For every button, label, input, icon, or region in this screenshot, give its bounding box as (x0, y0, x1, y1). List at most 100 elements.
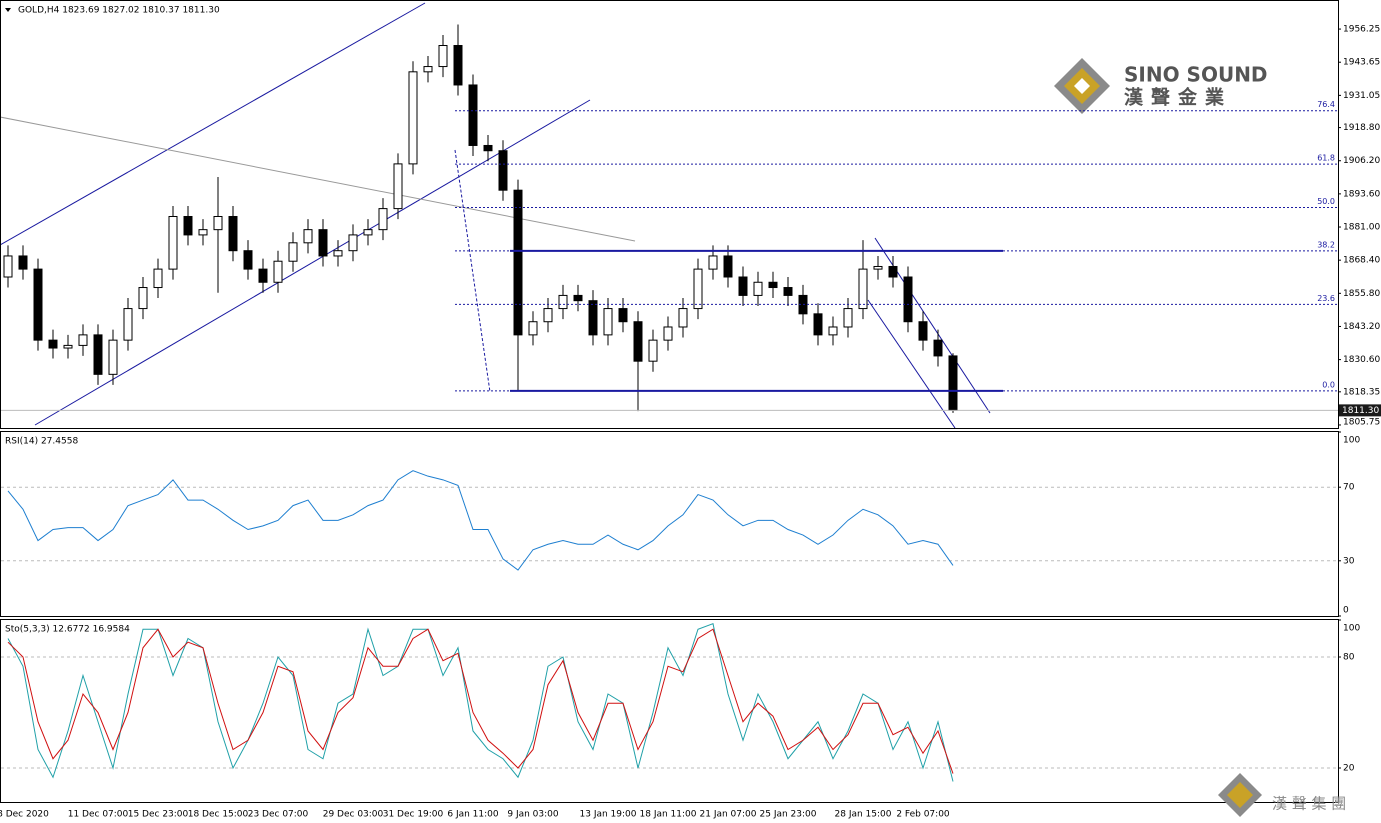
candle-body (363, 229, 373, 236)
candle-body (888, 265, 898, 278)
candle-body (138, 287, 148, 310)
fib-label: 23.6 (1317, 294, 1335, 303)
candle-body (333, 250, 343, 257)
candle-body (423, 66, 433, 73)
candle-body (243, 250, 253, 270)
candle-body (588, 300, 598, 336)
x-tick-label: 2 Feb 07:00 (896, 810, 950, 820)
candle-body (438, 45, 448, 68)
candle-body (498, 150, 508, 191)
x-tick-label: 18 Jan 11:00 (640, 810, 697, 820)
x-tick-label: 11 Dec 07:00 (68, 810, 129, 820)
candle-body (678, 308, 688, 328)
candle-body (468, 84, 478, 146)
rsi-frame (0, 431, 1339, 617)
y-tick-label: 80 (1343, 653, 1355, 663)
candle-body (153, 268, 163, 289)
dropdown-icon (5, 8, 11, 12)
candle-body (858, 268, 868, 310)
drawings (1, 2, 991, 428)
y-tick-label: 30 (1343, 556, 1355, 566)
down-channel (874, 237, 991, 414)
y-tick-label: 70 (1343, 483, 1355, 493)
fib-label: 76.4 (1317, 100, 1335, 109)
panel-title: GOLD,H4 1823.69 1827.02 1810.37 1811.30 (18, 6, 220, 16)
candle-body (543, 308, 553, 323)
brand: SINO SOUND (1124, 63, 1268, 87)
candle-body (393, 163, 403, 210)
candle-body (408, 71, 418, 165)
y-tick-label: 1805.75 (1343, 418, 1380, 428)
candle-body (303, 229, 313, 244)
candle-body (3, 255, 13, 278)
y-tick-label: 1843.20 (1343, 322, 1380, 332)
y-tick-label: 0 (1343, 606, 1349, 616)
x-tick-label: 9 Jan 03:00 (507, 810, 559, 820)
panel-title: Sto(5,3,3) 12.6772 16.9584 (5, 625, 130, 635)
candle-body (213, 215, 223, 231)
channel-line (34, 99, 591, 426)
candle-body (483, 144, 493, 152)
candle-body (618, 308, 628, 323)
fib-base (454, 149, 491, 393)
fib-label: 61.8 (1317, 154, 1335, 163)
last-price-label: 1811.30 (1342, 406, 1379, 416)
candle-body (93, 334, 103, 375)
panel (1, 470, 1338, 571)
candle-body (813, 313, 823, 336)
candle-body (348, 234, 358, 252)
x-tick-label: 6 Jan 11:00 (447, 810, 499, 820)
x-tick-label: 8 Dec 2020 (0, 810, 49, 820)
x-tick-label: 23 Dec 07:00 (248, 810, 309, 820)
candle-body (738, 276, 748, 296)
candle-body (633, 321, 643, 362)
candle-body (273, 260, 283, 283)
y-tick-label: 1931.05 (1343, 91, 1380, 101)
candle-body (168, 215, 178, 270)
x-tick-label: 25 Jan 23:00 (760, 810, 817, 820)
brand-cn: 漢聲金業 (1124, 86, 1232, 109)
candle-body (663, 326, 673, 341)
candle-body (903, 276, 913, 323)
y-tick-label: 20 (1343, 764, 1355, 774)
candle-body (513, 189, 523, 336)
candle-body (198, 229, 208, 236)
candle-body (723, 255, 733, 278)
candle-body (828, 326, 838, 336)
footer-cn: 漢 聲 集 團 (1272, 795, 1346, 813)
panel-title: RSI(14) 27.4558 (5, 437, 78, 447)
candle-body (453, 45, 463, 86)
candle-body (108, 339, 118, 375)
indicator-line (7, 628, 954, 774)
candle-body (873, 265, 883, 270)
fib-label: 38.2 (1317, 240, 1335, 249)
y-tick-label: 1868.40 (1343, 256, 1380, 266)
x-tick-label: 15 Dec 23:00 (128, 810, 189, 820)
x-tick-label: 28 Jan 15:00 (835, 810, 892, 820)
panel (1, 24, 1338, 413)
candle-body (78, 334, 88, 346)
y-tick-label: 1881.00 (1343, 223, 1380, 233)
fib-label: 50.0 (1317, 197, 1335, 206)
fib-label: 0.0 (1322, 380, 1335, 389)
candle-body (948, 355, 958, 411)
candle-body (258, 268, 268, 283)
y-tick-label: 100 (1343, 436, 1360, 446)
y-tick-label: 1893.60 (1343, 189, 1380, 199)
candle-body (48, 339, 58, 349)
panel (1, 623, 1338, 782)
candle-body (708, 255, 718, 270)
candle-body (63, 344, 73, 349)
indicator-line (7, 470, 954, 571)
candle-body (693, 268, 703, 310)
y-tick-label: 1956.25 (1343, 25, 1380, 35)
indicator-line (7, 623, 954, 782)
candle-body (528, 321, 538, 336)
y-tick-label: 1818.35 (1343, 387, 1380, 397)
last-price-box (1339, 404, 1381, 417)
y-tick-label: 1906.20 (1343, 156, 1380, 166)
logo-mark (1227, 782, 1253, 808)
x-tick-label: 18 Dec 15:00 (188, 810, 249, 820)
candle-body (378, 208, 388, 231)
candle-body (123, 308, 133, 341)
